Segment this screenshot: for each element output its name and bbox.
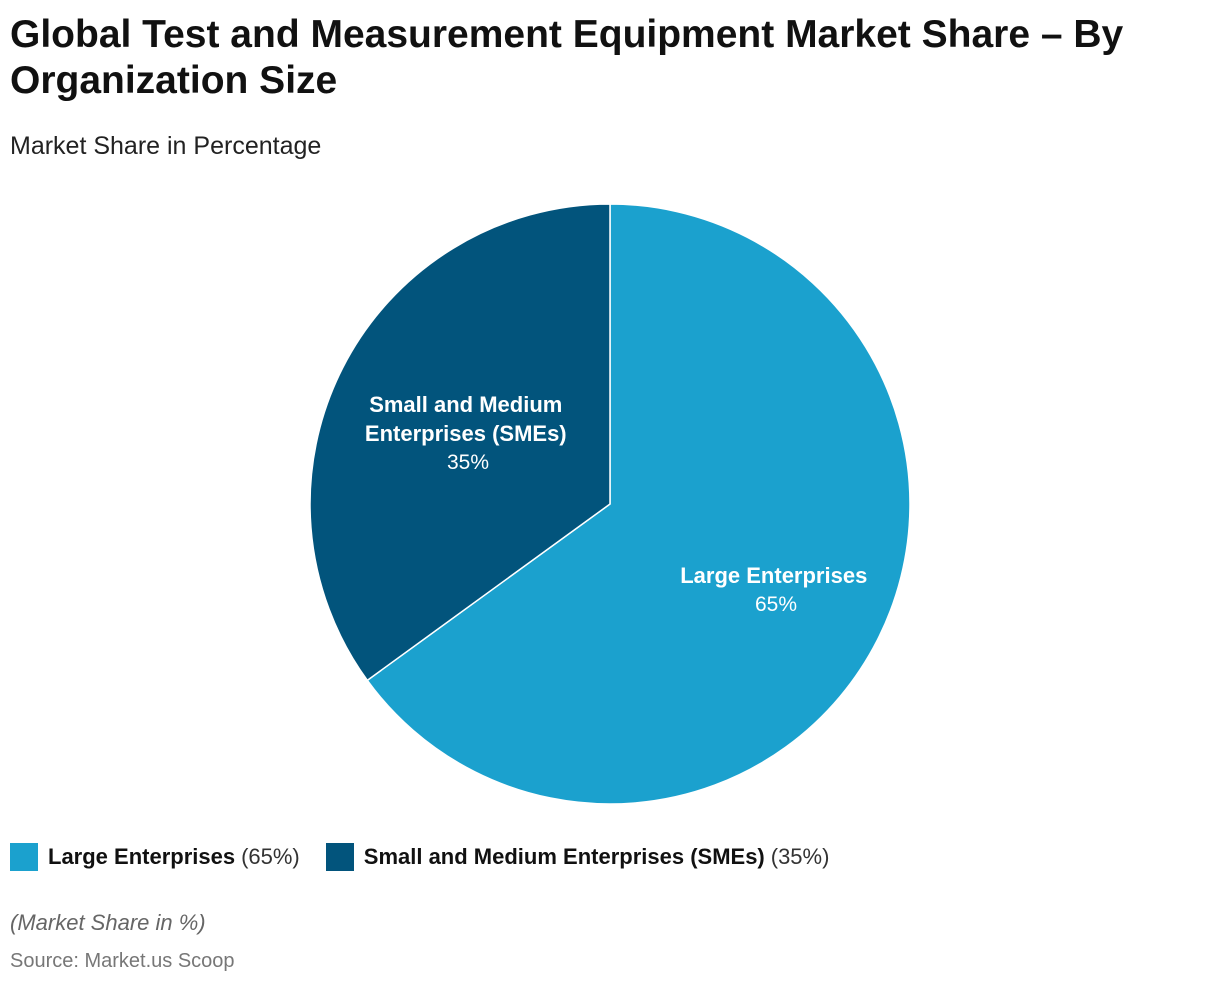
slice-label-large-enterprises-name: Large Enterprises: [680, 563, 867, 588]
slice-value-large-enterprises: 65%: [755, 593, 797, 616]
chart-subtitle: Market Share in Percentage: [10, 132, 322, 160]
chart-source: Source: Market.us Scoop: [10, 950, 235, 972]
pie-slice-smes: [309, 203, 611, 682]
slice-label-smes-line-1: Small and Medium: [369, 392, 562, 417]
legend-label-smes: Small and Medium Enterprises (SMEs): [363, 844, 765, 869]
slice-label-smes-line-2: Enterprises (SMEs): [365, 421, 567, 446]
slice-label-smes: Small and Medium Enterprises (SMEs) 35%: [365, 392, 571, 474]
legend-swatch-smes: [325, 843, 354, 871]
legend-value-large-enterprises: (65%): [241, 844, 300, 869]
legend-label-large-enterprises: Large Enterprises: [48, 844, 236, 869]
legend-swatch-large-enterprises: [10, 843, 38, 871]
chart-note: (Market Share in %): [10, 910, 206, 935]
legend-item-large-enterprises: Large Enterprises (65%): [10, 843, 300, 871]
chart-legend: Large Enterprises (65%) Small and Medium…: [10, 843, 855, 871]
legend-item-smes: Small and Medium Enterprises (SMEs) (35%…: [325, 843, 830, 871]
legend-value-smes: (35%): [770, 844, 830, 869]
chart-title: Global Test and Measurement Equipment Ma…: [10, 13, 1124, 102]
slice-label-large-enterprises: Large Enterprises 65%: [680, 563, 872, 616]
pie-chart: Small and Medium Enterprises (SMEs) 35% …: [309, 203, 911, 805]
slice-value-smes: 35%: [447, 451, 489, 474]
pie-slice-large-enterprises: [366, 203, 911, 805]
